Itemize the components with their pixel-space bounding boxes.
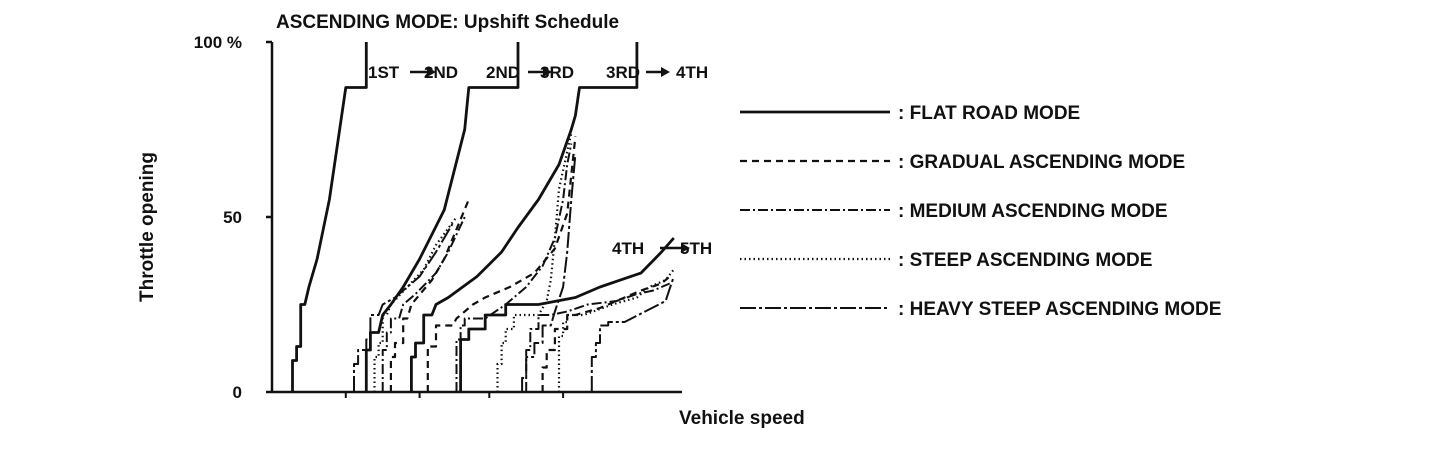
- series-0-curve-2: [409, 42, 639, 392]
- series-0-curve-0: [291, 42, 368, 392]
- shift-label-1: 2ND 3RD: [486, 63, 574, 82]
- series-4-curve-0: [353, 223, 454, 392]
- plot-area: 100 % 50 0 1ST 2ND 2ND 3RD 3RD 4TH 4TH 5TH: [194, 33, 712, 402]
- shift-label-0: 1ST 2ND: [368, 63, 458, 82]
- series-1: [389, 136, 671, 392]
- series-4-curve-2: [590, 276, 675, 392]
- shift-arrow-head-1: [543, 67, 552, 77]
- legend: : FLAT ROAD MODE : GRADUAL ASCENDING MODE…: [740, 103, 1221, 320]
- series-1-curve-1: [426, 136, 577, 392]
- legend-entry-2: : MEDIUM ASCENDING MODE: [740, 201, 1168, 222]
- y-axis-label: Throttle opening: [137, 152, 158, 302]
- shift-curves: [291, 42, 675, 392]
- x-ticks: [344, 392, 565, 398]
- legend-entry-0: : FLAT ROAD MODE: [740, 103, 1080, 124]
- series-3-curve-2: [557, 268, 675, 392]
- series-0: [291, 42, 675, 392]
- shift-label-1-to: 3RD: [540, 63, 574, 82]
- legend-label-4: : HEAVY STEEP ASCENDING MODE: [898, 299, 1221, 320]
- series-3-curve-1: [496, 132, 573, 392]
- x-axis-label: Vehicle speed: [679, 408, 805, 429]
- shift-label-3: 4TH 5TH: [612, 239, 712, 258]
- series-0-curve-3: [459, 237, 675, 392]
- y-ticks: 100 % 50 0: [194, 33, 272, 402]
- legend-label-0: : FLAT ROAD MODE: [898, 103, 1080, 124]
- y-tick-label-0: 100 %: [194, 33, 242, 52]
- shift-arrow-head-2: [661, 67, 670, 77]
- legend-label-3: : STEEP ASCENDING MODE: [898, 250, 1152, 271]
- shift-label-3-to: 5TH: [680, 239, 712, 258]
- shift-label-2: 3RD 4TH: [606, 63, 708, 82]
- legend-entry-3: : STEEP ASCENDING MODE: [740, 250, 1152, 271]
- shift-label-2-from: 3RD: [606, 63, 640, 82]
- series-2: [381, 143, 671, 392]
- series-3-curve-0: [373, 216, 458, 392]
- legend-label-2: : MEDIUM ASCENDING MODE: [898, 201, 1168, 222]
- legend-label-1: : GRADUAL ASCENDING MODE: [898, 152, 1185, 173]
- shift-label-3-from: 4TH: [612, 239, 644, 258]
- chart-title: ASCENDING MODE: Upshift Schedule: [276, 12, 619, 33]
- legend-entry-1: : GRADUAL ASCENDING MODE: [740, 152, 1185, 173]
- shift-label-0-to: 2ND: [424, 63, 458, 82]
- shift-label-1-from: 2ND: [486, 63, 520, 82]
- series-4: [353, 153, 675, 392]
- series-3: [373, 132, 675, 392]
- shift-labels: 1ST 2ND 2ND 3RD 3RD 4TH 4TH 5TH: [368, 63, 712, 258]
- series-2-curve-1: [455, 143, 573, 392]
- series-4-curve-1: [521, 153, 577, 392]
- y-tick-label-1: 50: [223, 208, 242, 227]
- shift-label-0-from: 1ST: [368, 63, 400, 82]
- legend-entry-4: : HEAVY STEEP ASCENDING MODE: [740, 299, 1221, 320]
- series-2-curve-0: [381, 216, 466, 392]
- series-1-curve-0: [389, 199, 470, 392]
- shift-arrow-head-3: [681, 243, 690, 253]
- y-tick-label-2: 0: [233, 383, 242, 402]
- series-0-curve-1: [364, 42, 520, 392]
- shift-arrow-head-0: [427, 67, 436, 77]
- shift-label-2-to: 4TH: [676, 63, 708, 82]
